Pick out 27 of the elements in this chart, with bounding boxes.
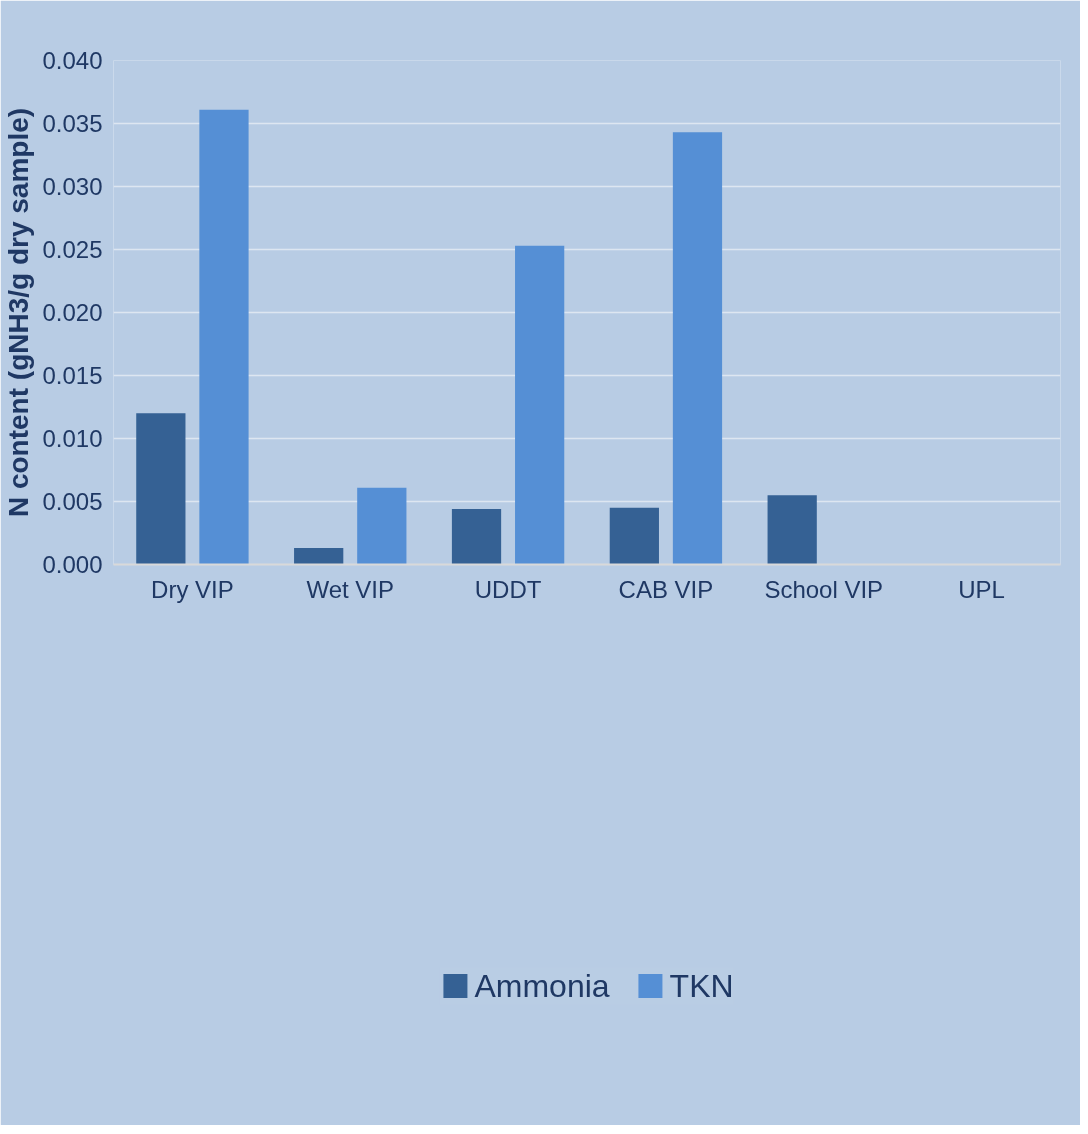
y-axis-title: N content (gNH3/g dry sample)	[3, 107, 35, 518]
bar	[767, 495, 817, 565]
y-tick-label: 0.015	[42, 362, 103, 389]
y-tick-label: 0.000	[42, 551, 103, 578]
bar	[609, 507, 659, 565]
bar	[515, 245, 565, 565]
y-tick-label: 0.010	[42, 425, 103, 452]
bar	[451, 509, 502, 565]
y-tick-label: 0.025	[42, 236, 103, 263]
y-tick-label: 0.005	[42, 488, 103, 515]
x-tick-label: Dry VIP	[151, 575, 234, 603]
bar	[357, 487, 407, 565]
x-tick-label: UPL	[958, 575, 1005, 603]
y-tick-label: 0.030	[42, 173, 103, 200]
y-tick-label: 0.020	[42, 299, 103, 326]
y-tick-label: 0.035	[42, 110, 103, 137]
bar	[136, 413, 186, 565]
legend-label: TKN	[669, 967, 734, 1005]
bar	[672, 132, 723, 565]
y-tick-label: 0.040	[42, 47, 103, 74]
x-tick-label: UDDT	[474, 575, 542, 603]
bar	[294, 548, 344, 565]
bar	[199, 109, 249, 565]
x-tick-label: Wet VIP	[306, 575, 395, 603]
x-tick-label: CAB VIP	[618, 575, 714, 603]
legend-label: Ammonia	[474, 967, 610, 1005]
x-tick-label: School VIP	[764, 575, 884, 603]
